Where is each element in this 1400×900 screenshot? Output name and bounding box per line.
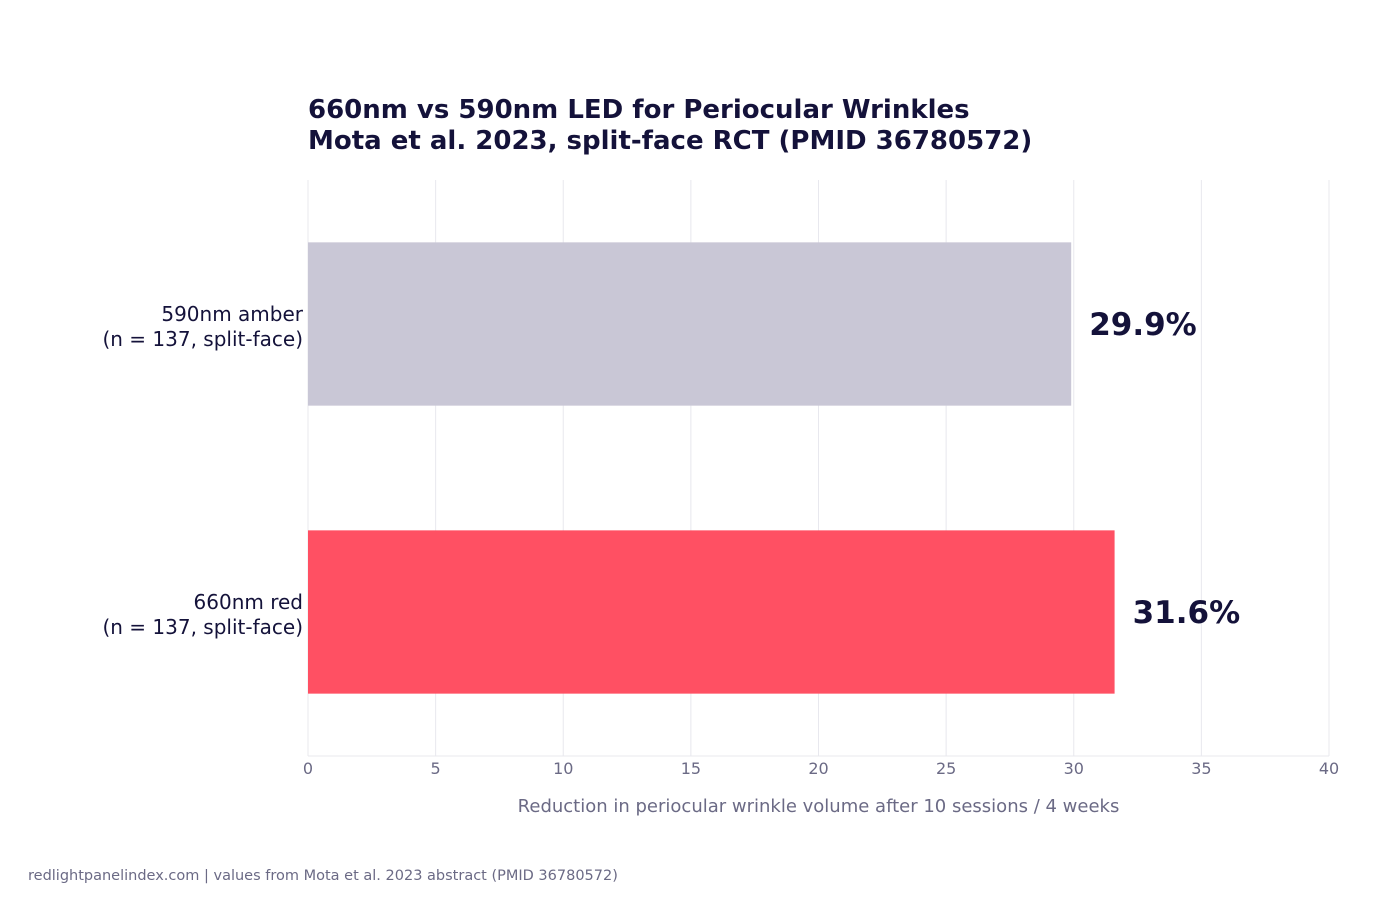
chart-title-line-1: 660nm vs 590nm LED for Periocular Wrinkl… bbox=[308, 95, 970, 125]
bar bbox=[308, 242, 1072, 406]
source-footer: redlightpanelindex.com | values from Mot… bbox=[28, 868, 618, 884]
bar bbox=[308, 530, 1115, 694]
x-tick-label: 20 bbox=[808, 759, 828, 778]
bar-value-label: 29.9% bbox=[1089, 307, 1197, 343]
x-tick-label: 30 bbox=[1064, 759, 1084, 778]
x-tick-label: 15 bbox=[681, 759, 701, 778]
x-axis-ticks: 0 5 10 15 20 25 30 35 40 bbox=[303, 759, 1339, 778]
x-tick-label: 40 bbox=[1319, 759, 1339, 778]
x-tick-label: 10 bbox=[553, 759, 573, 778]
bars bbox=[308, 242, 1115, 694]
x-tick-label: 25 bbox=[936, 759, 956, 778]
x-tick-label: 35 bbox=[1191, 759, 1211, 778]
category-label: 590nm amber (n = 137, split-face) bbox=[102, 302, 303, 351]
chart-title-line-2: Mota et al. 2023, split-face RCT (PMID 3… bbox=[308, 126, 1032, 156]
data-labels: 29.9% 31.6% bbox=[1089, 307, 1240, 631]
x-tick-label: 0 bbox=[303, 759, 313, 778]
category-label: 660nm red (n = 137, split-face) bbox=[102, 590, 303, 639]
category-labels: 590nm amber (n = 137, split-face) 660nm re… bbox=[102, 302, 303, 639]
bar-value-label: 31.6% bbox=[1133, 595, 1241, 631]
x-tick-label: 5 bbox=[431, 759, 441, 778]
x-axis-label: Reduction in periocular wrinkle volume a… bbox=[518, 796, 1120, 817]
